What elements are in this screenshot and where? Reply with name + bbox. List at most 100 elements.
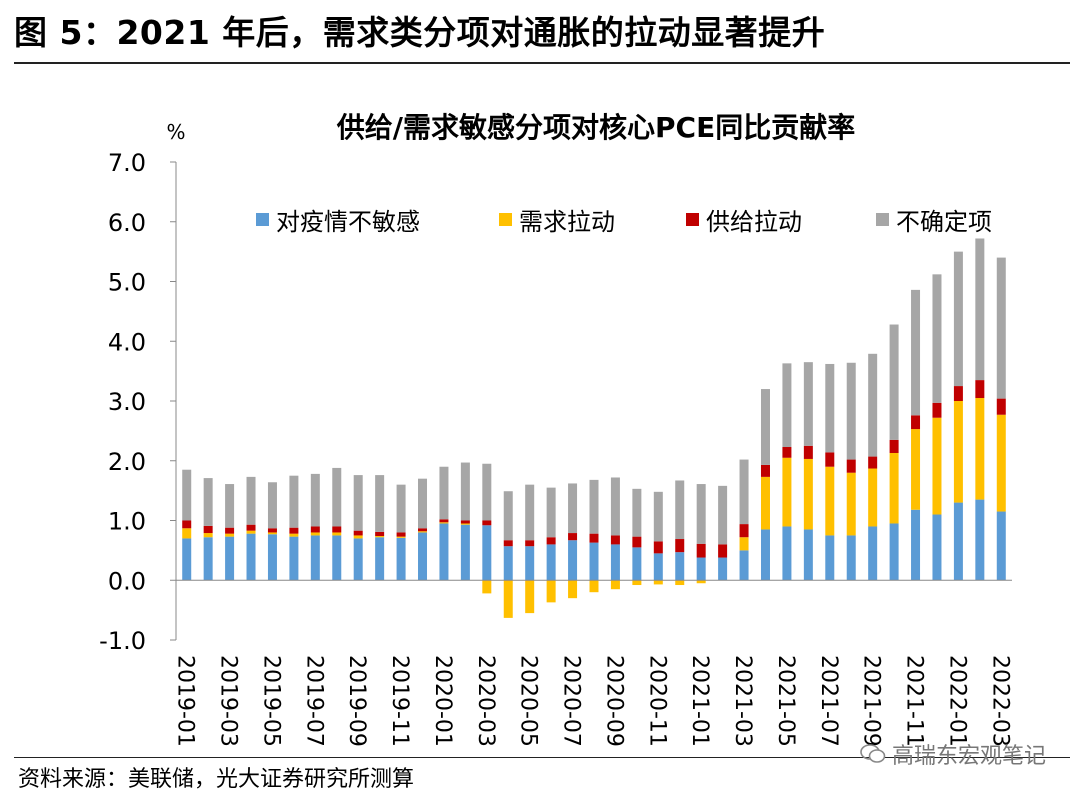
bar-segment-2-2021-07 bbox=[825, 452, 835, 467]
y-tick-label: 5.0 bbox=[108, 269, 146, 297]
bar-segment-3-2019-05 bbox=[267, 482, 277, 529]
bar-segment-2-2019-10 bbox=[375, 531, 385, 537]
bar-segment-3-2019-06 bbox=[289, 475, 299, 528]
bar-segment-3-2020-05 bbox=[525, 484, 535, 541]
figure-title: 图 5：2021 年后，需求类分项对通胀的拉动显著提升 bbox=[14, 13, 826, 52]
bar-segment-1-2021-08 bbox=[846, 472, 856, 536]
stacked-bar-chart: 供给/需求敏感分项对核心PCE同比贡献率 % -1.0 0.0 1.0 2.0 3.0 4… bbox=[99, 111, 1012, 747]
bar-segment-1-2019-08 bbox=[332, 532, 342, 536]
bar-segment-1-2021-12 bbox=[932, 417, 942, 515]
x-tick-label: 2021-05 bbox=[773, 655, 798, 747]
bar-segment-0-2021-10 bbox=[889, 523, 899, 581]
x-tick-label: 2019-09 bbox=[344, 655, 369, 747]
x-tick-label: 2019-07 bbox=[301, 655, 326, 747]
bar-segment-3-2019-08 bbox=[332, 467, 342, 527]
bar-segment-2-2021-09 bbox=[868, 456, 878, 469]
bar-segment-3-2020-12 bbox=[675, 480, 685, 540]
y-axis-unit: % bbox=[166, 120, 185, 144]
x-tick-label: 2020-03 bbox=[473, 655, 498, 747]
bar-segment-3-2021-11 bbox=[911, 289, 921, 416]
bar-segment-1-2019-05 bbox=[267, 532, 277, 535]
bar-segment-2-2021-04 bbox=[760, 464, 770, 477]
bar-segment-1-2022-02 bbox=[975, 398, 985, 500]
chart-title: 供给/需求敏感分项对核心PCE同比贡献率 bbox=[336, 111, 855, 144]
x-tick-label: 2020-07 bbox=[559, 655, 584, 747]
bar-segment-3-2019-12 bbox=[418, 478, 428, 529]
bar-segment-0-2021-12 bbox=[932, 514, 942, 581]
bar-segment-1-2019-07 bbox=[310, 532, 320, 536]
bar-segment-0-2022-03 bbox=[996, 511, 1006, 581]
bar-segment-3-2020-11 bbox=[653, 491, 663, 542]
bar-segment-3-2020-06 bbox=[546, 487, 556, 538]
bar-segment-0-2022-02 bbox=[975, 499, 985, 581]
bar-segment-2-2021-10 bbox=[889, 439, 899, 453]
x-tick-label: 2020-05 bbox=[516, 655, 541, 747]
bar-segment-2-2019-01 bbox=[182, 520, 192, 529]
bar-segment-3-2021-05 bbox=[782, 363, 792, 448]
x-tick-label: 2021-03 bbox=[730, 655, 755, 747]
bar-segment-0-2020-02 bbox=[460, 524, 470, 581]
watermark: 高瑞东宏观笔记 bbox=[860, 738, 1046, 770]
bar-segment-3-2021-10 bbox=[889, 324, 899, 440]
x-tick-label: 2020-01 bbox=[430, 655, 455, 747]
bar-segment-0-2019-07 bbox=[310, 535, 320, 581]
bar-segment-3-2021-12 bbox=[932, 274, 942, 403]
bar-segment-0-2021-05 bbox=[782, 526, 792, 581]
bar-segment-1-2019-09 bbox=[353, 535, 363, 539]
bar-segment-0-2021-06 bbox=[803, 529, 813, 581]
bar-segment-2-2020-12 bbox=[675, 539, 685, 553]
bar-segment-2-2020-05 bbox=[525, 540, 535, 547]
y-tick-label: 7.0 bbox=[108, 149, 146, 177]
bar-segment-3-2020-08 bbox=[589, 479, 599, 534]
bar-segment-1-2020-06 bbox=[546, 580, 556, 603]
bar-segment-0-2021-02 bbox=[718, 557, 728, 581]
x-tick-label: 2021-01 bbox=[687, 655, 712, 747]
bar-segment-2-2020-06 bbox=[546, 537, 556, 545]
bar-segment-2-2019-04 bbox=[246, 524, 256, 531]
bar-segment-1-2019-12 bbox=[418, 531, 428, 533]
wechat-icon bbox=[860, 744, 886, 764]
bar-segment-0-2020-03 bbox=[482, 525, 492, 581]
bar-segment-1-2020-02 bbox=[460, 523, 470, 525]
bar-segment-3-2021-09 bbox=[868, 353, 878, 457]
legend-label: 不确定项 bbox=[896, 208, 992, 236]
legend-swatch bbox=[256, 213, 269, 226]
footer-rule bbox=[14, 757, 1070, 758]
bar-segment-0-2020-08 bbox=[589, 542, 599, 581]
x-tick-label: 2019-03 bbox=[216, 655, 241, 747]
legend: 对疫情不敏感 需求拉动 供给拉动 不确定项 bbox=[256, 208, 992, 236]
bar-segment-2-2022-03 bbox=[996, 398, 1006, 415]
x-tick-label: 2022-01 bbox=[944, 655, 969, 747]
bar-segment-3-2020-07 bbox=[568, 483, 578, 534]
bar-segment-3-2021-04 bbox=[760, 389, 770, 465]
bar-segment-1-2021-06 bbox=[803, 458, 813, 530]
bar-segment-2-2021-05 bbox=[782, 447, 792, 458]
bar-segment-2-2020-03 bbox=[482, 520, 492, 526]
bar-segment-1-2020-07 bbox=[568, 580, 578, 599]
watermark-text: 高瑞东宏观笔记 bbox=[891, 744, 1046, 769]
legend-label: 供给拉动 bbox=[706, 208, 802, 236]
bar-segment-0-2019-11 bbox=[396, 537, 406, 581]
bar-segment-1-2020-04 bbox=[503, 580, 513, 618]
bar-segment-3-2021-06 bbox=[803, 362, 813, 446]
legend-label: 需求拉动 bbox=[519, 208, 615, 236]
bar-segment-0-2021-09 bbox=[868, 526, 878, 581]
bar-segment-2-2020-04 bbox=[503, 540, 513, 547]
legend-swatch bbox=[876, 213, 889, 226]
bar-segment-2-2022-01 bbox=[953, 386, 963, 401]
bar-segment-2-2020-02 bbox=[460, 520, 470, 524]
bar-segment-3-2019-04 bbox=[246, 476, 256, 525]
bar-segment-0-2021-01 bbox=[696, 557, 706, 581]
bar-segment-0-2021-08 bbox=[846, 535, 856, 581]
bar-segment-3-2019-09 bbox=[353, 475, 363, 531]
bar-segment-0-2019-05 bbox=[267, 534, 277, 581]
y-axis-ticks: -1.0 0.0 1.0 2.0 3.0 4.0 5.0 6.0 7.0 bbox=[99, 149, 176, 655]
bar-segment-2-2021-02 bbox=[718, 544, 728, 558]
bar-segment-1-2021-11 bbox=[911, 429, 921, 510]
bar-segment-1-2020-12 bbox=[675, 580, 685, 586]
bar-segment-1-2019-02 bbox=[203, 533, 213, 538]
bar-segment-1-2021-05 bbox=[782, 457, 792, 527]
bar-segment-2-2019-03 bbox=[225, 527, 235, 534]
bar-segment-2-2019-12 bbox=[418, 528, 428, 532]
bars-layer bbox=[182, 238, 1006, 618]
